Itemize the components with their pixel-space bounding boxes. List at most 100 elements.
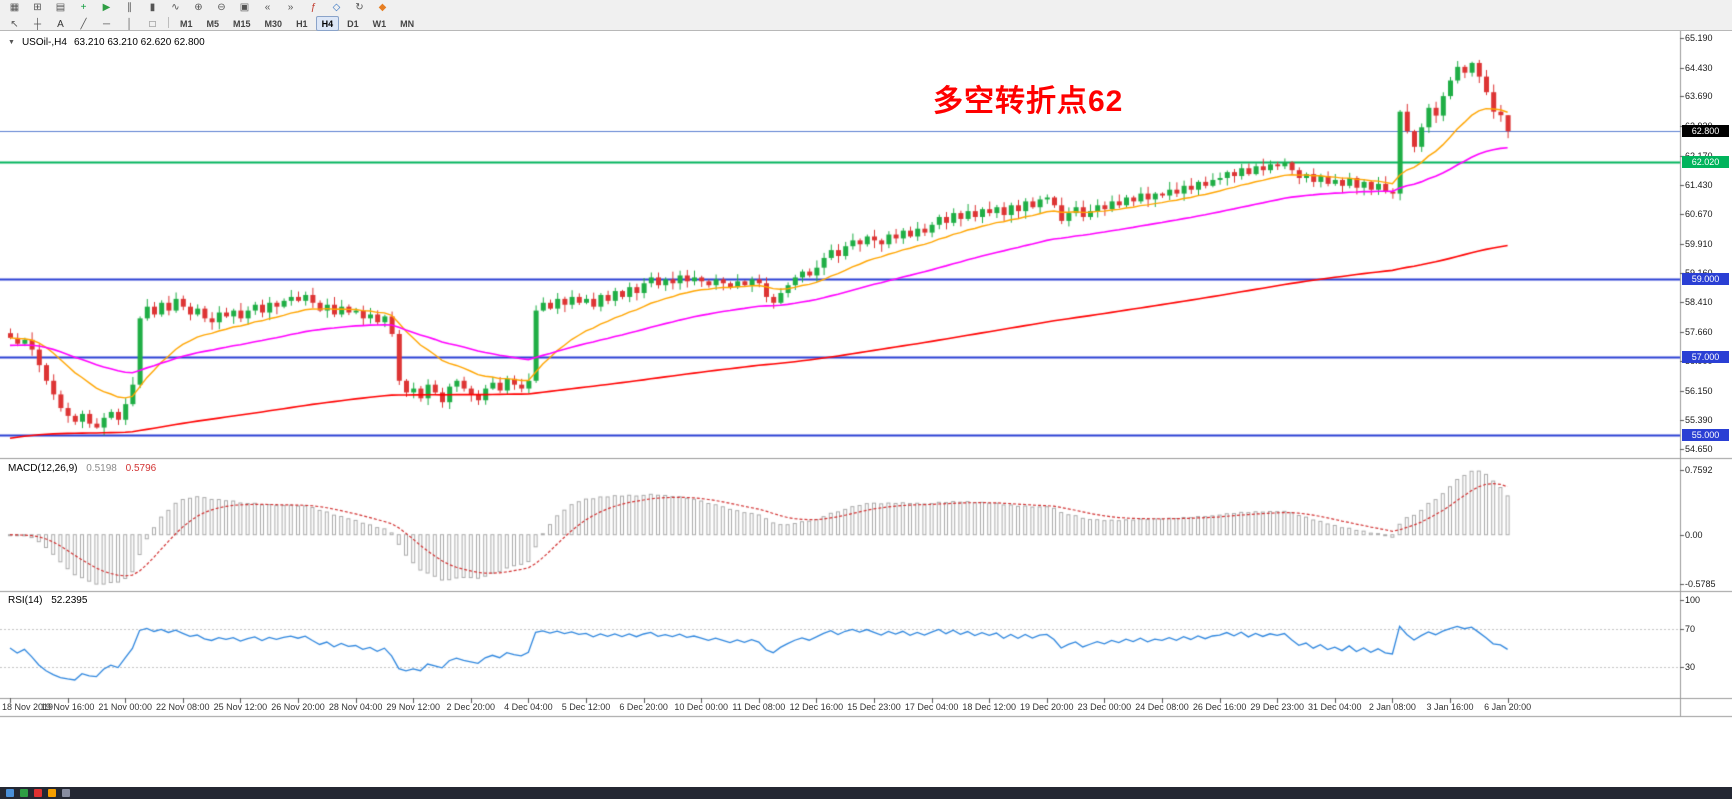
time-axis-label[interactable]: 29 Dec 23:00 <box>1250 702 1304 712</box>
price-axis-tick[interactable]: 59.910 <box>1685 238 1713 249</box>
time-axis-label[interactable]: 17 Dec 04:00 <box>904 702 959 712</box>
time-axis-label[interactable]: 28 Nov 04:00 <box>328 702 383 712</box>
new-order-icon[interactable]: + <box>80 2 87 13</box>
macd-axis-tick[interactable]: 0.7592 <box>1685 465 1713 475</box>
time-axis-label[interactable]: 31 Dec 04:00 <box>1308 702 1362 712</box>
timeframe-D1[interactable]: D1 <box>347 18 359 29</box>
rsi-axis-tick[interactable]: 70 <box>1685 623 1696 634</box>
profiles-icon[interactable]: ▤ <box>55 2 66 13</box>
toolbar-row-standard: ▦ ⊞ ▤ + ▶ ∥ ▮ ∿ ⊕ ⊖ ▣ « » ƒ ◇ ↻ ◆ <box>0 0 1732 15</box>
refresh-icon[interactable]: ↻ <box>355 2 364 13</box>
timeframe-H4[interactable]: H4 <box>315 16 340 31</box>
price-axis-tick[interactable]: 55.390 <box>1685 415 1713 426</box>
time-axis-label[interactable]: 6 Jan 20:00 <box>1484 702 1532 712</box>
autotrading-icon[interactable]: ▶ <box>102 2 111 13</box>
price-axis-tick[interactable]: 64.430 <box>1685 62 1713 73</box>
vline-tool-icon[interactable]: │ <box>126 18 133 30</box>
timeframe-M5[interactable]: M5 <box>206 18 220 29</box>
price-axis-tick[interactable]: 59.160 <box>1685 268 1731 278</box>
price-axis-tick[interactable]: 54.650 <box>1685 444 1713 454</box>
trendline-icon[interactable]: ╱ <box>80 18 87 30</box>
time-axis-label[interactable]: 21 Nov 00:00 <box>98 702 152 712</box>
time-axis-label[interactable]: 23 Dec 00:00 <box>1077 702 1132 712</box>
time-axis-label[interactable]: 2 Jan 08:00 <box>1368 702 1416 712</box>
toolbar-separator <box>168 17 169 28</box>
rsi-axis-tick[interactable]: 30 <box>1685 662 1696 673</box>
time-axis-label[interactable]: 19 Dec 20:00 <box>1020 702 1074 712</box>
zoom-in-icon[interactable]: ⊕ <box>194 2 203 13</box>
indicators-icon[interactable]: ƒ <box>310 2 317 13</box>
price-axis-tick[interactable]: 56.150 <box>1685 385 1713 396</box>
crosshair-icon[interactable]: ┼ <box>33 18 42 30</box>
menu-grid-icon[interactable]: ▦ <box>9 2 20 13</box>
chart-title: ▼ USOil-,H4 63.210 63.210 62.620 62.800 <box>8 37 205 48</box>
taskbar <box>0 787 1732 799</box>
rsi-axis-tick[interactable]: 100 <box>1685 595 1701 605</box>
chart-shift-icon[interactable]: « <box>264 2 271 13</box>
time-axis-label[interactable]: 10 Dec 00:00 <box>674 702 728 712</box>
time-axis-label[interactable]: 19 Nov 16:00 <box>40 702 95 712</box>
taskbar-app-icon[interactable] <box>62 789 70 797</box>
price-tag-57.000: 57.000 <box>1682 351 1729 364</box>
macd-signal-value: 0.5796 <box>125 463 157 474</box>
time-axis-label[interactable]: 2 Dec 20:00 <box>446 702 496 712</box>
time-axis-label[interactable]: 18 Dec 12:00 <box>962 702 1016 712</box>
time-axis-label[interactable]: 11 Dec 08:00 <box>732 702 786 712</box>
timeframe-W1[interactable]: W1 <box>372 18 387 29</box>
time-axis-label[interactable]: 4 Dec 04:00 <box>504 702 553 712</box>
chart-symbol-period: USOil-,H4 <box>21 37 67 48</box>
price-axis-tick[interactable]: 58.410 <box>1685 297 1713 308</box>
price-axis-tick[interactable]: 63.690 <box>1685 91 1713 102</box>
cursor-icon[interactable]: ↖ <box>10 18 19 30</box>
time-axis-label[interactable]: 15 Dec 23:00 <box>847 702 901 712</box>
zoom-out-icon[interactable]: ⊖ <box>217 2 226 13</box>
timeframe-M15[interactable]: M15 <box>233 18 251 29</box>
price-axis-tick[interactable]: 60.670 <box>1685 209 1713 220</box>
auto-scroll-icon[interactable]: » <box>287 2 294 13</box>
price-tag-55.000: 55.000 <box>1682 429 1729 442</box>
time-axis-label[interactable]: 25 Nov 12:00 <box>213 702 268 712</box>
alerts-icon[interactable]: ◆ <box>378 2 387 13</box>
time-axis-label[interactable]: 29 Nov 12:00 <box>386 702 440 712</box>
time-axis-label[interactable]: 26 Nov 20:00 <box>271 702 325 712</box>
price-tag-59.000: 59.000 <box>1682 273 1729 286</box>
chart-annotation-text: 多空转折点62 <box>933 85 1124 118</box>
macd-main-value: 0.5198 <box>86 463 117 474</box>
price-axis-tick[interactable]: 57.660 <box>1685 326 1713 337</box>
timeframe-M30[interactable]: M30 <box>264 18 283 29</box>
price-tag-62.800: 62.800 <box>1682 125 1729 138</box>
objects-icon[interactable]: ◇ <box>332 2 341 13</box>
macd-indicator-title: MACD(12,26,9) 0.5198 0.5796 <box>8 463 156 474</box>
bar-chart-icon[interactable]: ∥ <box>127 2 132 13</box>
time-axis-label[interactable]: 12 Dec 16:00 <box>789 702 844 712</box>
price-axis-tick[interactable]: 61.430 <box>1685 179 1713 190</box>
candlestick-chart-icon[interactable]: ▮ <box>149 2 156 13</box>
time-axis-label[interactable]: 18 Nov 2019 <box>2 702 54 712</box>
timeframe-MN[interactable]: MN <box>400 18 415 29</box>
price-axis-tick[interactable]: 65.190 <box>1685 33 1713 43</box>
timeframe-H1[interactable]: H1 <box>296 18 308 29</box>
macd-axis-tick[interactable]: 0.00 <box>1685 529 1703 540</box>
time-axis-label[interactable]: 22 Nov 08:00 <box>156 702 210 712</box>
taskbar-app-icon[interactable] <box>6 789 14 797</box>
rsi-label: RSI(14) <box>8 595 43 606</box>
line-chart-icon[interactable]: ∿ <box>171 2 180 13</box>
taskbar-app-icon[interactable] <box>20 789 28 797</box>
time-axis-label[interactable]: 26 Dec 16:00 <box>1192 702 1247 712</box>
rsi-value: 52.2395 <box>51 595 88 606</box>
time-axis-label[interactable]: 3 Jan 16:00 <box>1426 702 1474 712</box>
templates-icon[interactable]: ▣ <box>239 2 250 13</box>
text-tool-icon[interactable]: A <box>57 18 64 30</box>
taskbar-app-icon[interactable] <box>48 789 56 797</box>
new-chart-icon[interactable]: ⊞ <box>33 2 42 13</box>
taskbar-app-icon[interactable] <box>34 789 42 797</box>
time-axis-label[interactable]: 6 Dec 20:00 <box>619 702 668 712</box>
time-axis-label[interactable]: 5 Dec 12:00 <box>561 702 611 712</box>
macd-axis-tick[interactable]: -0.5785 <box>1685 579 1716 589</box>
hline-tool-icon[interactable]: ─ <box>102 18 111 30</box>
time-axis-label[interactable]: 24 Dec 08:00 <box>1135 702 1189 712</box>
collapse-arrow-icon[interactable]: ▼ <box>8 39 15 46</box>
shapes-icon[interactable]: □ <box>149 18 156 30</box>
timeframe-M1[interactable]: M1 <box>180 18 193 29</box>
